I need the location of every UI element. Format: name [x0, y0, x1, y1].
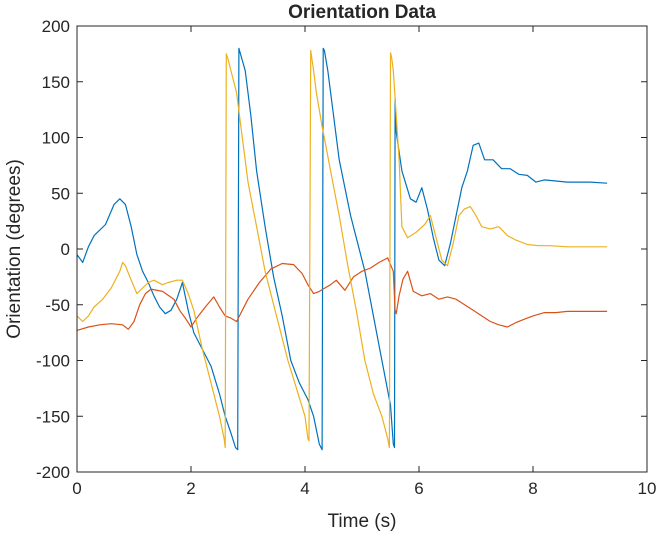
- y-tick-label: -50: [45, 296, 70, 315]
- x-tick-label: 2: [186, 479, 195, 498]
- y-tick-label: 150: [42, 73, 70, 92]
- series-line-3: [76, 49, 608, 449]
- y-tick-label: 200: [42, 17, 70, 36]
- y-tick-label: 0: [61, 240, 70, 259]
- x-tick-label: 6: [414, 479, 423, 498]
- tick-layer: 0 2 4 6 8 10 -200 -150 -100 -50 0 50 100 150 200: [36, 17, 656, 498]
- y-tick-label: -200: [36, 463, 70, 482]
- y-tick-label: 100: [42, 129, 70, 148]
- series-line-2: [76, 257, 608, 331]
- plot-background: [77, 26, 647, 472]
- series-layer: [76, 47, 608, 451]
- x-tick-label: 0: [72, 479, 81, 498]
- x-axis-label: Time (s): [328, 511, 397, 532]
- x-tick-label: 10: [638, 479, 657, 498]
- chart-title: Orientation Data: [288, 2, 436, 23]
- series-line-1: [76, 47, 608, 451]
- x-tick-label: 8: [528, 479, 537, 498]
- y-tick-label: -150: [36, 407, 70, 426]
- y-tick-label: 50: [51, 184, 70, 203]
- x-tick-label: 4: [300, 479, 309, 498]
- y-axis-label: Orientation (degrees): [4, 159, 25, 339]
- y-tick-label: -100: [36, 352, 70, 371]
